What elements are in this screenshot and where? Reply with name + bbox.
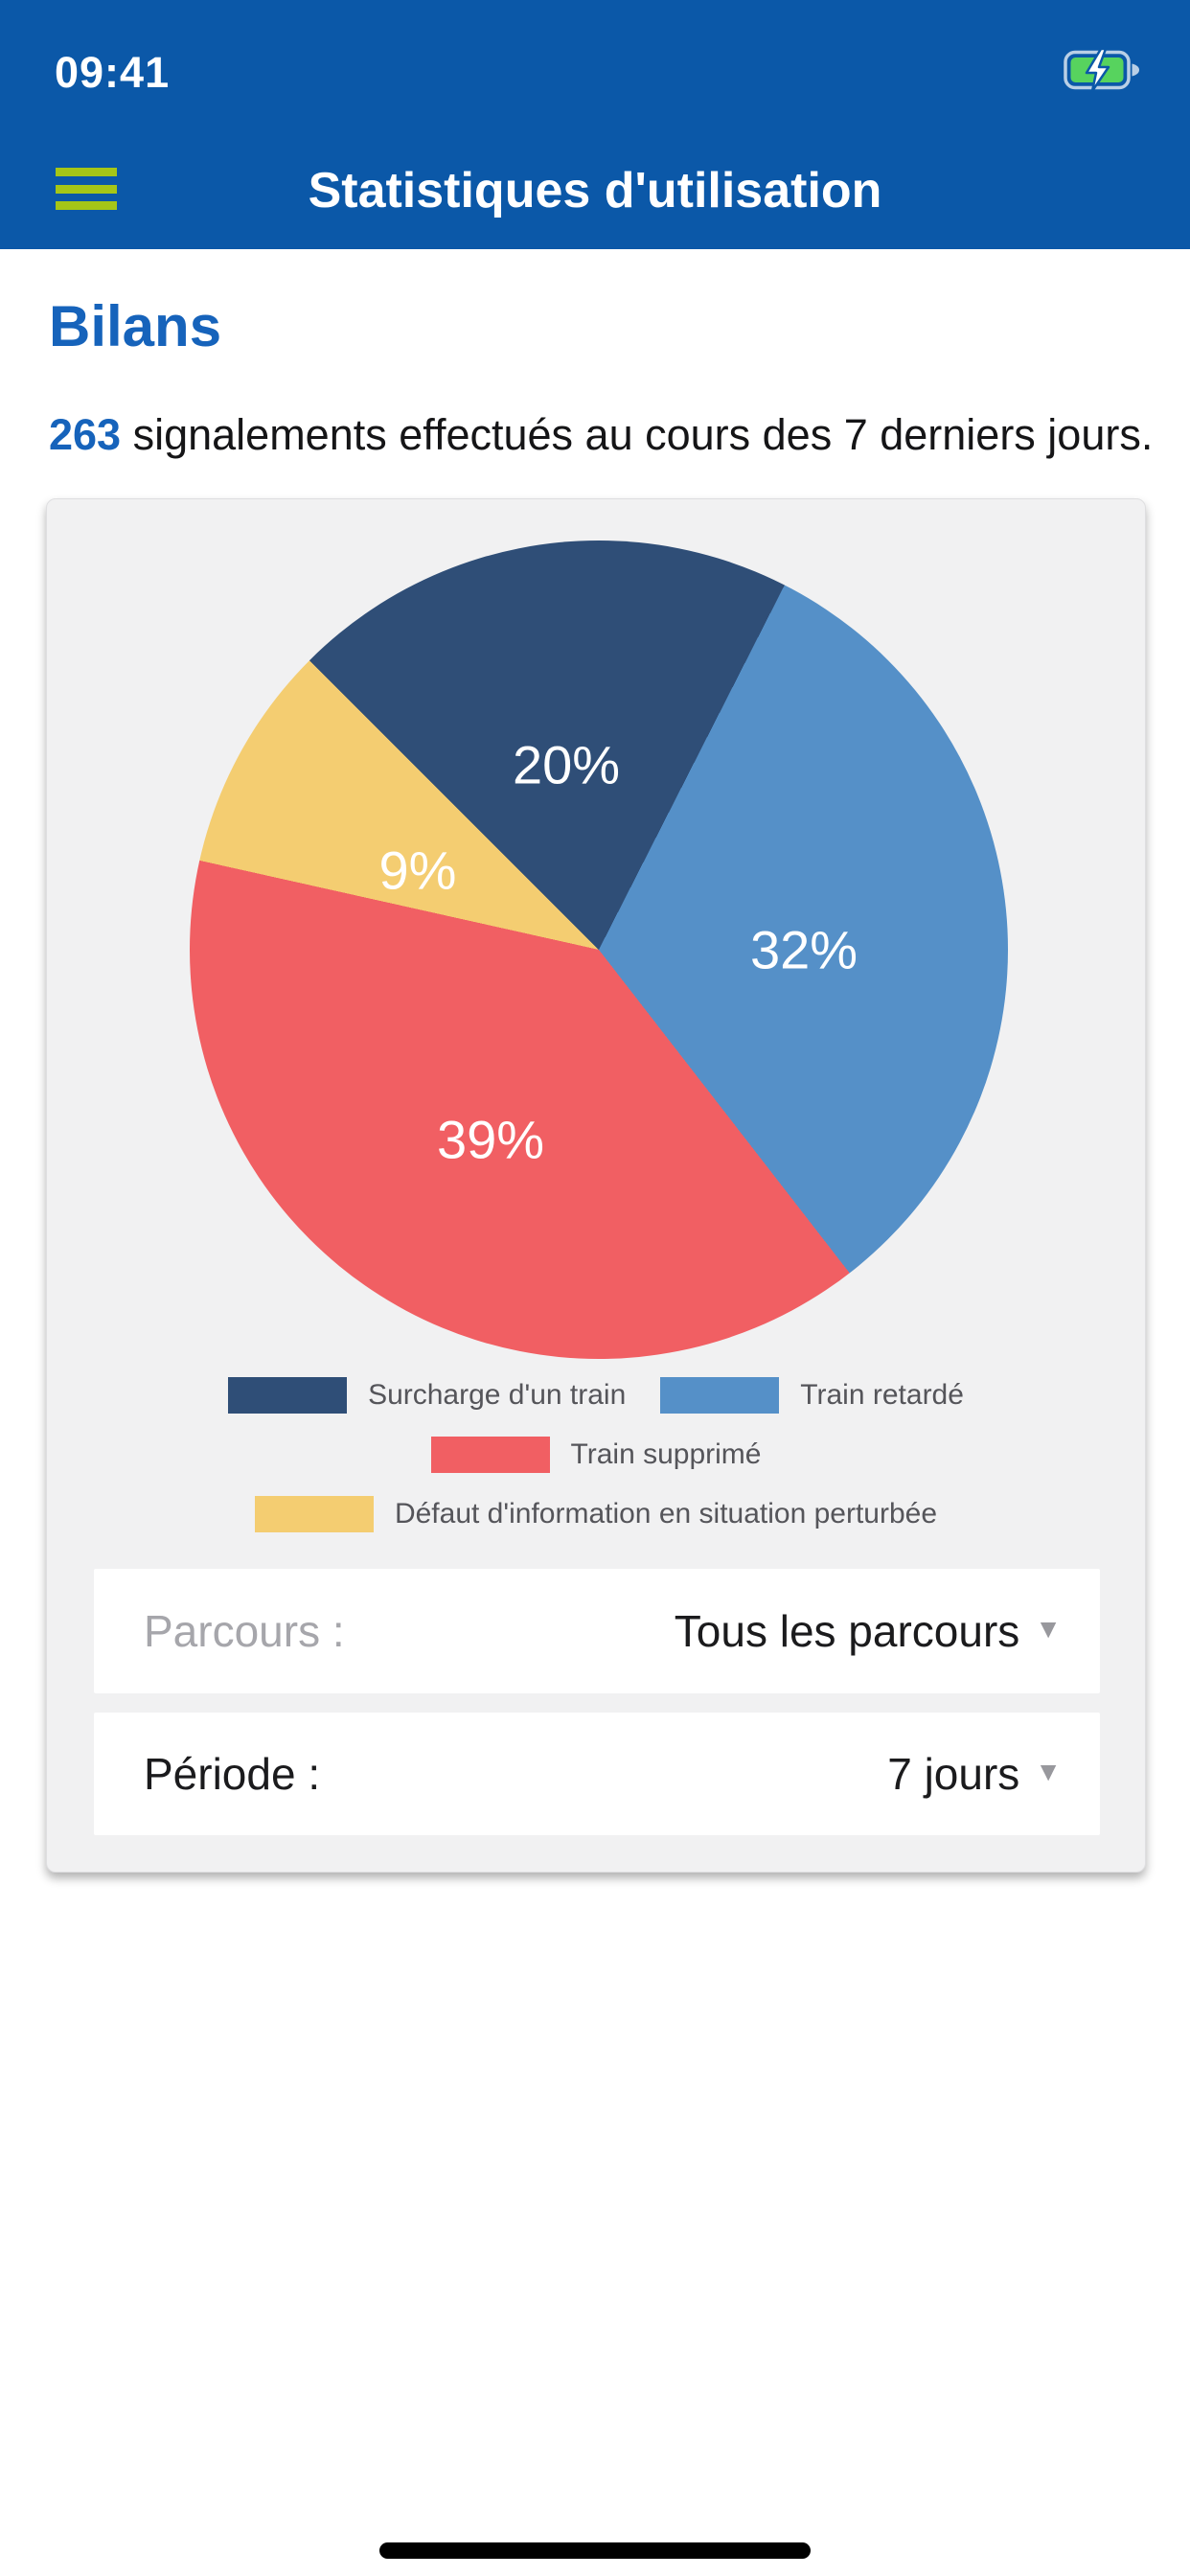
pie-slice-label-defaut: 9% xyxy=(378,840,457,901)
legend-label: Train retardé xyxy=(800,1379,964,1411)
parcours-filter-value: Tous les parcours xyxy=(674,1606,1020,1656)
pie-chart[interactable]: 20% 32% 39% 9% xyxy=(190,540,1008,1359)
summary-rest: signalements effectués au cours des 7 de… xyxy=(121,410,1154,459)
pie-slice-label-surcharge: 20% xyxy=(512,734,621,795)
legend-item-retarde: Train retardé xyxy=(660,1377,964,1414)
legend-swatch-surcharge xyxy=(228,1377,348,1414)
legend-label: Surcharge d'un train xyxy=(368,1379,627,1411)
periode-filter-dropdown[interactable]: Période : 7 jours ▼ xyxy=(94,1713,1100,1835)
legend-row: Train supprimé xyxy=(47,1437,1145,1473)
status-time: 09:41 xyxy=(55,48,171,97)
legend-row: Surcharge d'un train Train retardé xyxy=(47,1377,1145,1414)
chevron-down-icon: ▼ xyxy=(1035,1757,1062,1786)
summary-text: 263 signalements effectués au cours des … xyxy=(49,410,1153,460)
periode-filter-label: Période : xyxy=(144,1749,321,1799)
legend-item-defaut: Défaut d'information en situation pertur… xyxy=(254,1496,938,1532)
legend-swatch-defaut xyxy=(254,1496,374,1532)
legend-swatch-supprime xyxy=(430,1437,550,1473)
legend-row: Défaut d'information en situation pertur… xyxy=(47,1496,1145,1532)
header: 09:41 Statistiques d'utilisation xyxy=(0,0,1190,249)
chart-legend: Surcharge d'un train Train retardé Train… xyxy=(47,1377,1145,1555)
parcours-filter-label: Parcours : xyxy=(144,1606,345,1656)
legend-label: Défaut d'information en situation pertur… xyxy=(394,1498,938,1530)
battery-charging-icon xyxy=(1064,48,1139,92)
hamburger-menu-button[interactable] xyxy=(56,168,117,210)
periode-filter-value: 7 jours xyxy=(887,1749,1020,1799)
legend-label: Train supprimé xyxy=(570,1438,762,1470)
stats-card: 20% 32% 39% 9% Surcharge d'un train Trai… xyxy=(46,498,1146,1873)
hamburger-bar xyxy=(56,168,117,176)
legend-item-supprime: Train supprimé xyxy=(430,1437,762,1473)
home-indicator[interactable] xyxy=(379,2542,811,2559)
chevron-down-icon: ▼ xyxy=(1035,1614,1062,1644)
legend-item-surcharge: Surcharge d'un train xyxy=(228,1377,626,1414)
summary-count: 263 xyxy=(49,410,122,459)
pie-slice-label-supprime: 39% xyxy=(436,1109,545,1170)
parcours-filter-dropdown[interactable]: Parcours : Tous les parcours ▼ xyxy=(94,1569,1100,1693)
legend-swatch-retarde xyxy=(660,1377,780,1414)
nav-title: Statistiques d'utilisation xyxy=(308,163,882,218)
hamburger-bar xyxy=(56,201,117,210)
hamburger-bar xyxy=(56,184,117,194)
page-title: Bilans xyxy=(49,294,222,358)
pie-slice-label-retarde: 32% xyxy=(749,919,858,980)
